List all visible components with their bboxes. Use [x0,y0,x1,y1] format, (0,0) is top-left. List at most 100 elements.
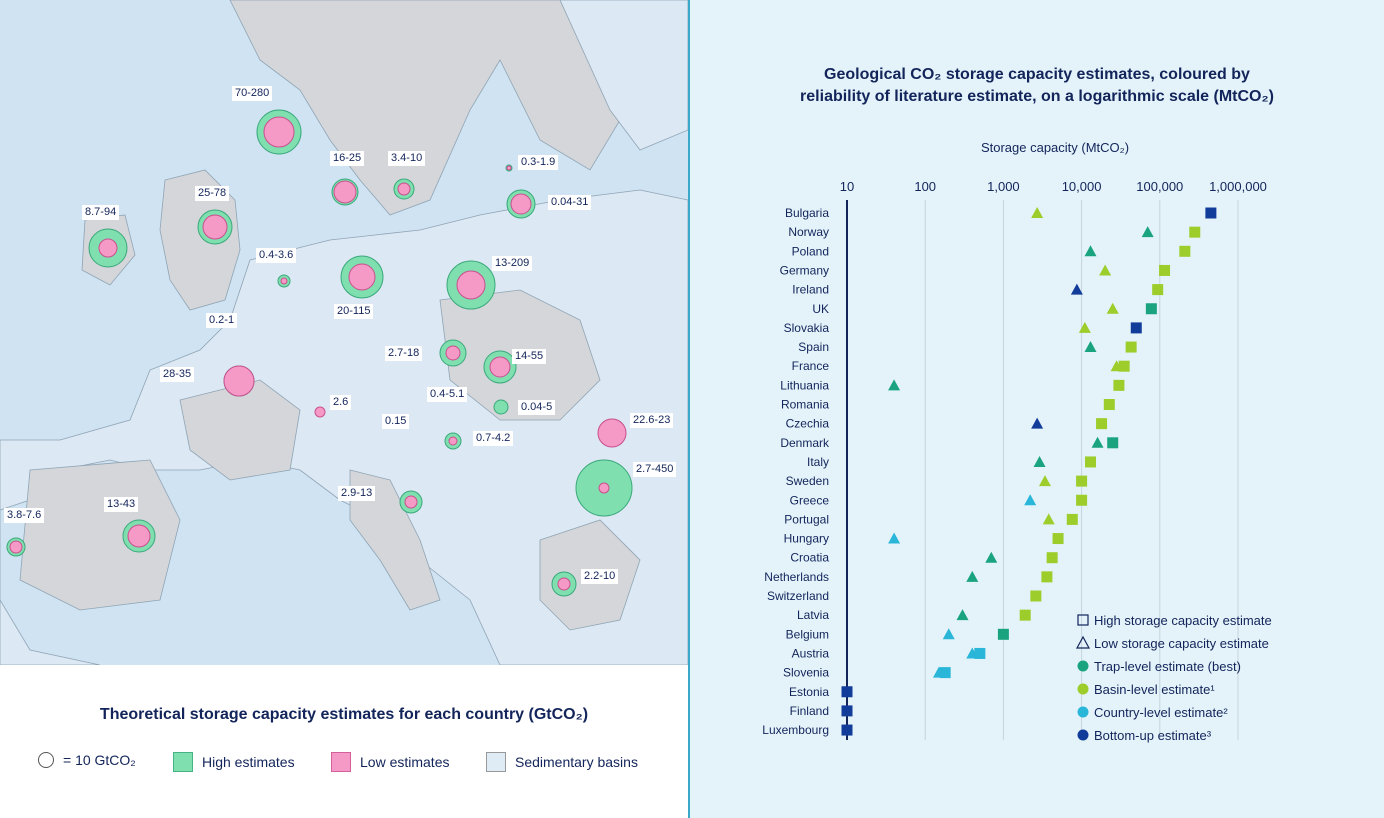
x-tick-label: 100,000 [1136,179,1183,194]
low-swatch-icon [331,752,351,772]
map-bubble-low [510,193,532,215]
chart-legend-item: Bottom-up estimate³ [1077,728,1212,743]
map-value-label: 0.04-31 [548,195,592,210]
map-bubble-low [314,406,326,418]
high-estimate-marker [1125,341,1137,353]
category-label: Austria [792,646,830,660]
map-bubble-low [597,418,627,448]
high-estimate-marker [1076,475,1088,487]
x-tick-label: 10,000 [1062,179,1102,194]
category-label: Norway [788,225,829,239]
circle-icon [38,752,54,768]
high-estimate-marker [1145,303,1157,315]
high-estimate-marker [1118,360,1130,372]
map-bubble-low [557,577,571,591]
map-title: Theoretical storage capacity estimates f… [99,706,589,723]
category-label: Lithuania [780,378,829,392]
map-bubble-low [263,116,295,148]
low-estimate-marker [956,609,969,621]
legend-scale-label: = 10 GtCO₂ [63,752,136,768]
category-label: Finland [790,704,829,718]
map-value-label: 8.7-94 [82,205,120,220]
high-estimate-marker [1041,571,1053,583]
high-estimate-marker [1189,226,1201,238]
legend-low: Low estimates [331,752,449,772]
x-tick-label: 1,000,000 [1209,179,1267,194]
high-estimate-marker [997,628,1009,640]
europe-map [0,0,688,665]
high-estimate-marker [1107,437,1119,449]
low-estimate-marker [888,379,901,391]
low-estimate-marker [942,628,955,640]
map-bubble-low [127,524,151,548]
map-bubble-low [397,182,411,196]
map-value-label: 0.2-1 [206,313,238,328]
chart-legend-label: High storage capacity estimate [1094,613,1272,628]
category-label: Hungary [784,532,829,546]
map-bubble-low [489,356,511,378]
category-label: Belgium [786,627,829,641]
high-estimate-marker [1085,456,1097,468]
square-outline-icon [1077,614,1089,626]
circle-icon [1077,706,1089,718]
low-estimate-marker [985,551,998,563]
low-estimate-marker [1033,455,1046,467]
map-value-label: 70-280 [232,86,273,101]
circle-icon [1077,660,1089,672]
chart-title: Geological CO₂ storage capacity estimate… [690,64,1384,108]
category-label: Sweden [786,474,829,488]
map-value-label: 22.6-23 [630,413,674,428]
category-label: Ireland [792,283,829,297]
low-estimate-marker [1141,226,1154,238]
map-bubble-low [333,180,357,204]
map-value-label: 2.9-13 [338,486,376,501]
map-value-label: 16-25 [330,151,365,166]
map-value-label: 0.4-5.1 [427,387,468,402]
triangle-outline-icon [1075,635,1091,649]
map-value-label: 0.15 [382,414,410,429]
map-value-label: 13-209 [492,256,533,271]
circle-icon [1077,683,1089,695]
chart-panel: Geological CO₂ storage capacity estimate… [690,0,1384,818]
map-bubble-low [445,345,461,361]
low-estimate-marker [1070,283,1083,295]
high-estimate-marker [1096,418,1108,430]
chart-title-line2: reliability of literature estimate, on a… [800,88,1274,105]
map-value-label: 0.4-3.6 [256,248,297,263]
chart-legend-label: Low storage capacity estimate [1094,636,1269,651]
map-bubble-low [280,277,288,285]
map-bubble-low [223,365,255,397]
high-estimate-marker [1205,207,1217,219]
category-label: Slovakia [784,321,830,335]
category-label: Switzerland [767,589,829,603]
high-estimate-marker [1066,513,1078,525]
low-estimate-marker [1091,436,1104,448]
chart-legend-label: Bottom-up estimate³ [1094,728,1212,743]
map-value-label: 3.8-7.6 [4,508,45,523]
low-estimate-marker [1024,494,1037,506]
map-bubble-low [404,495,418,509]
x-axis-title: Storage capacity (MtCO₂) [981,140,1129,155]
map-value-label: 0.04-5 [518,400,556,415]
high-estimate-marker [1019,609,1031,621]
category-label: Latvia [797,608,829,622]
category-label: Estonia [789,685,829,699]
high-estimate-marker [939,667,951,679]
legend-scale-circle: = 10 GtCO₂ [38,752,136,768]
category-label: UK [812,302,829,316]
low-estimate-marker [1078,321,1091,333]
map-bubble-low [98,238,118,258]
category-label: Spain [798,340,829,354]
map-value-label: 2.6 [330,395,352,410]
category-label: Croatia [790,551,829,565]
chart-legend-item: Country-level estimate² [1077,705,1228,720]
map-bubble-low [506,165,512,171]
scatter-chart: Storage capacity (MtCO₂) 10 100 1,000 10,00… [762,140,1272,743]
high-estimate-marker [1046,552,1058,564]
map-value-label: 13-43 [104,497,139,512]
category-label: Poland [792,244,829,258]
chart-legend-item: Low storage capacity estimate [1075,635,1269,651]
low-estimate-marker [966,570,979,582]
low-estimate-marker [1106,302,1119,314]
low-estimate-marker [888,532,901,544]
